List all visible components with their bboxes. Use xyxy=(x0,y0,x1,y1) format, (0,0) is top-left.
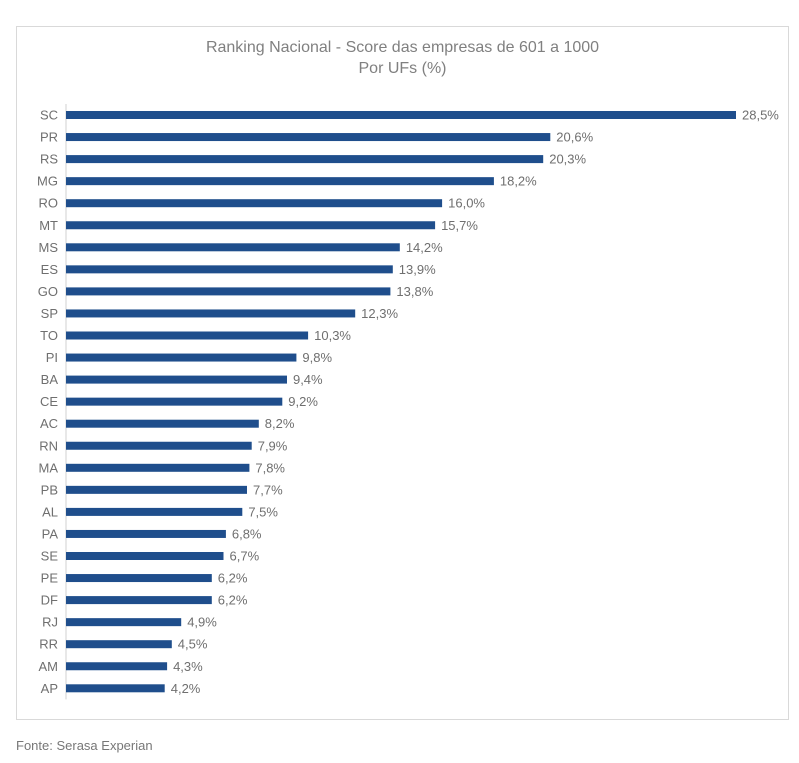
value-label-go: 13,8% xyxy=(396,284,433,299)
bar-df xyxy=(66,596,212,605)
category-label-ms: MS xyxy=(39,240,59,255)
value-label-ba: 9,4% xyxy=(293,372,323,387)
bar-ro xyxy=(66,199,443,208)
bar-pi xyxy=(66,353,297,362)
bar-rn xyxy=(66,441,252,450)
bar-ce xyxy=(66,397,283,406)
bar-pr xyxy=(66,133,551,142)
category-label-pa: PA xyxy=(42,526,59,541)
bar-pb xyxy=(66,485,247,494)
bar-ms xyxy=(66,243,400,252)
value-label-df: 6,2% xyxy=(218,593,248,608)
bar-sp xyxy=(66,309,356,318)
category-label-ma: MA xyxy=(39,460,59,475)
category-label-am: AM xyxy=(39,659,59,674)
value-label-rr: 4,5% xyxy=(178,637,208,652)
value-label-pb: 7,7% xyxy=(253,482,283,497)
chart-container: Ranking Nacional - Score das empresas de… xyxy=(16,26,789,720)
category-label-pe: PE xyxy=(41,571,59,586)
value-label-ap: 4,2% xyxy=(171,681,201,696)
value-label-es: 13,9% xyxy=(399,262,436,277)
value-label-am: 4,3% xyxy=(173,659,203,674)
category-label-pi: PI xyxy=(46,350,58,365)
value-label-al: 7,5% xyxy=(248,504,278,519)
category-label-ro: RO xyxy=(39,196,59,211)
source-note: Fonte: Serasa Experian xyxy=(16,738,153,753)
chart-title-block: Ranking Nacional - Score das empresas de… xyxy=(17,37,788,79)
category-label-al: AL xyxy=(42,504,58,519)
bar-mt xyxy=(66,221,436,230)
value-label-pa: 6,8% xyxy=(232,526,262,541)
bar-rr xyxy=(66,640,172,649)
value-label-sc: 28,5% xyxy=(742,108,779,123)
category-label-ba: BA xyxy=(41,372,59,387)
category-label-rn: RN xyxy=(39,438,58,453)
category-label-mg: MG xyxy=(37,174,58,189)
value-label-ce: 9,2% xyxy=(288,394,318,409)
bar-pe xyxy=(66,574,212,583)
category-label-ac: AC xyxy=(40,416,58,431)
bar-es xyxy=(66,265,393,274)
value-label-pi: 9,8% xyxy=(302,350,332,365)
value-label-ma: 7,8% xyxy=(255,460,285,475)
bar-ap xyxy=(66,684,165,693)
value-label-mt: 15,7% xyxy=(441,218,478,233)
category-label-ce: CE xyxy=(40,394,58,409)
bar-ma xyxy=(66,463,250,472)
bar-chart-plot: SC PR RS MG RO MT MS ES GO SP TO PI BA CE AC RN MA PB AL PA… xyxy=(37,103,779,700)
bar-se xyxy=(66,552,224,560)
value-label-rj: 4,9% xyxy=(187,615,217,630)
value-label-to: 10,3% xyxy=(314,328,351,343)
bar-rs xyxy=(66,155,544,164)
bar-am xyxy=(66,662,168,671)
bar-ba xyxy=(66,375,287,384)
bar-go xyxy=(66,287,391,296)
value-label-se: 6,7% xyxy=(230,549,260,564)
category-label-sc: SC xyxy=(40,108,58,123)
category-label-go: GO xyxy=(38,284,58,299)
category-label-es: ES xyxy=(41,262,59,277)
bar-mg xyxy=(66,177,494,186)
value-label-ms: 14,2% xyxy=(406,240,443,255)
bar-al xyxy=(66,507,243,516)
bar-sc xyxy=(66,111,736,119)
category-label-ap: AP xyxy=(41,681,58,696)
category-label-to: TO xyxy=(40,328,58,343)
bar-to xyxy=(66,331,309,340)
category-label-pr: PR xyxy=(40,130,58,145)
category-label-sp: SP xyxy=(41,306,58,321)
value-label-pe: 6,2% xyxy=(218,571,248,586)
category-label-df: DF xyxy=(41,593,58,608)
bar-pa xyxy=(66,529,226,538)
value-label-rs: 20,3% xyxy=(549,152,586,167)
category-label-pb: PB xyxy=(41,482,58,497)
bar-ac xyxy=(66,419,259,428)
category-label-rj: RJ xyxy=(42,615,58,630)
category-label-mt: MT xyxy=(39,218,58,233)
category-label-rr: RR xyxy=(39,637,58,652)
value-label-pr: 20,6% xyxy=(556,130,593,145)
category-label-se: SE xyxy=(41,549,59,564)
chart-title: Ranking Nacional - Score das empresas de… xyxy=(205,39,600,56)
bar-rj xyxy=(66,618,182,627)
value-label-ro: 16,0% xyxy=(448,196,485,211)
value-label-mg: 18,2% xyxy=(500,174,537,189)
value-label-sp: 12,3% xyxy=(361,306,398,321)
value-label-rn: 7,9% xyxy=(258,438,288,453)
chart-subtitle: Por UFs (%) xyxy=(358,60,447,77)
value-label-ac: 8,2% xyxy=(265,416,295,431)
category-label-rs: RS xyxy=(40,152,58,167)
